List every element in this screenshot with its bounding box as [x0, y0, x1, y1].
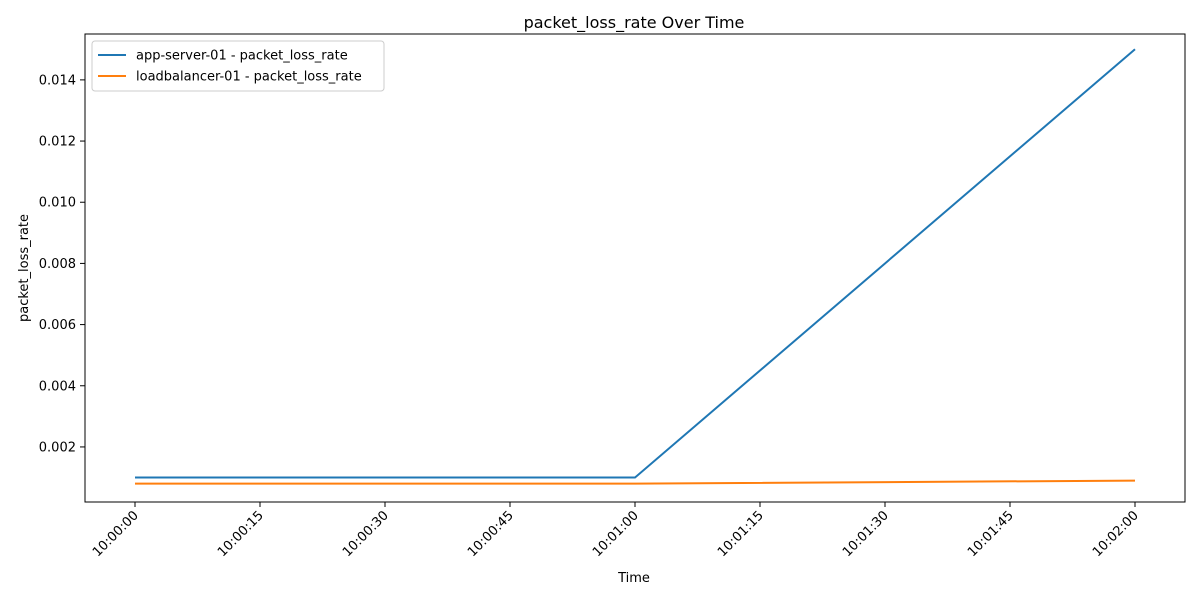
legend-box — [91, 40, 385, 92]
x-tick-label: 10:00:45 — [465, 508, 517, 560]
y-tick-label: 0.006 — [39, 318, 76, 333]
legend-label-1: app-server-01 - packet_loss_rate — [136, 49, 348, 64]
legend: app-server-01 - packet_loss_rate loadbala… — [91, 40, 385, 92]
x-tick-label: 10:01:45 — [965, 508, 1017, 560]
chart-title: packet_loss_rate Over Time — [524, 13, 745, 33]
x-tick-label: 10:00:30 — [340, 508, 392, 560]
y-tick-label: 0.014 — [39, 73, 76, 88]
x-tick-label: 10:01:00 — [590, 508, 642, 560]
x-tick-label: 10:02:00 — [1090, 508, 1142, 560]
series-line-1 — [135, 48, 1136, 479]
x-axis-label: Time — [617, 571, 650, 586]
series-line-2 — [135, 479, 1136, 485]
y-tick-label: 0.008 — [39, 257, 76, 272]
x-tick-label: 10:00:15 — [215, 508, 267, 560]
y-tick-label: 0.010 — [39, 196, 76, 211]
y-tick-label: 0.002 — [39, 440, 76, 455]
legend-label-2: loadbalancer-01 - packet_loss_rate — [136, 70, 362, 85]
y-axis-label: packet_loss_rate — [17, 214, 32, 322]
x-tick-label: 10:00:00 — [90, 508, 142, 560]
y-tick-label: 0.004 — [39, 379, 76, 394]
plot-area — [84, 33, 1186, 503]
x-tick-label: 10:01:15 — [715, 508, 767, 560]
x-tick-label: 10:01:30 — [840, 508, 892, 560]
y-tick-label: 0.012 — [39, 135, 76, 150]
